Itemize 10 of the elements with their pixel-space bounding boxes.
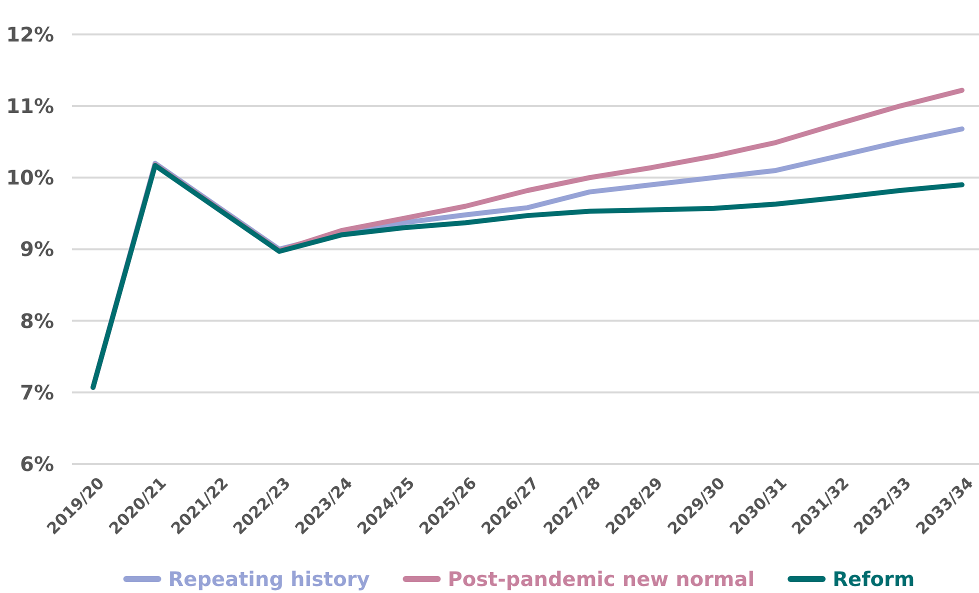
y-tick-label: 6% [20, 452, 54, 476]
y-tick-label: 12% [6, 22, 54, 46]
y-tick-label: 10% [6, 166, 54, 190]
y-tick-label: 8% [20, 308, 54, 333]
y-tick-label: 7% [20, 380, 54, 404]
y-tick-label: 11% [6, 94, 54, 118]
legend-label: Post-pandemic new normal [448, 567, 755, 591]
legend-label: Reform [832, 567, 915, 591]
legend-label: Repeating history [168, 567, 370, 591]
y-tick-label: 9% [20, 237, 54, 262]
